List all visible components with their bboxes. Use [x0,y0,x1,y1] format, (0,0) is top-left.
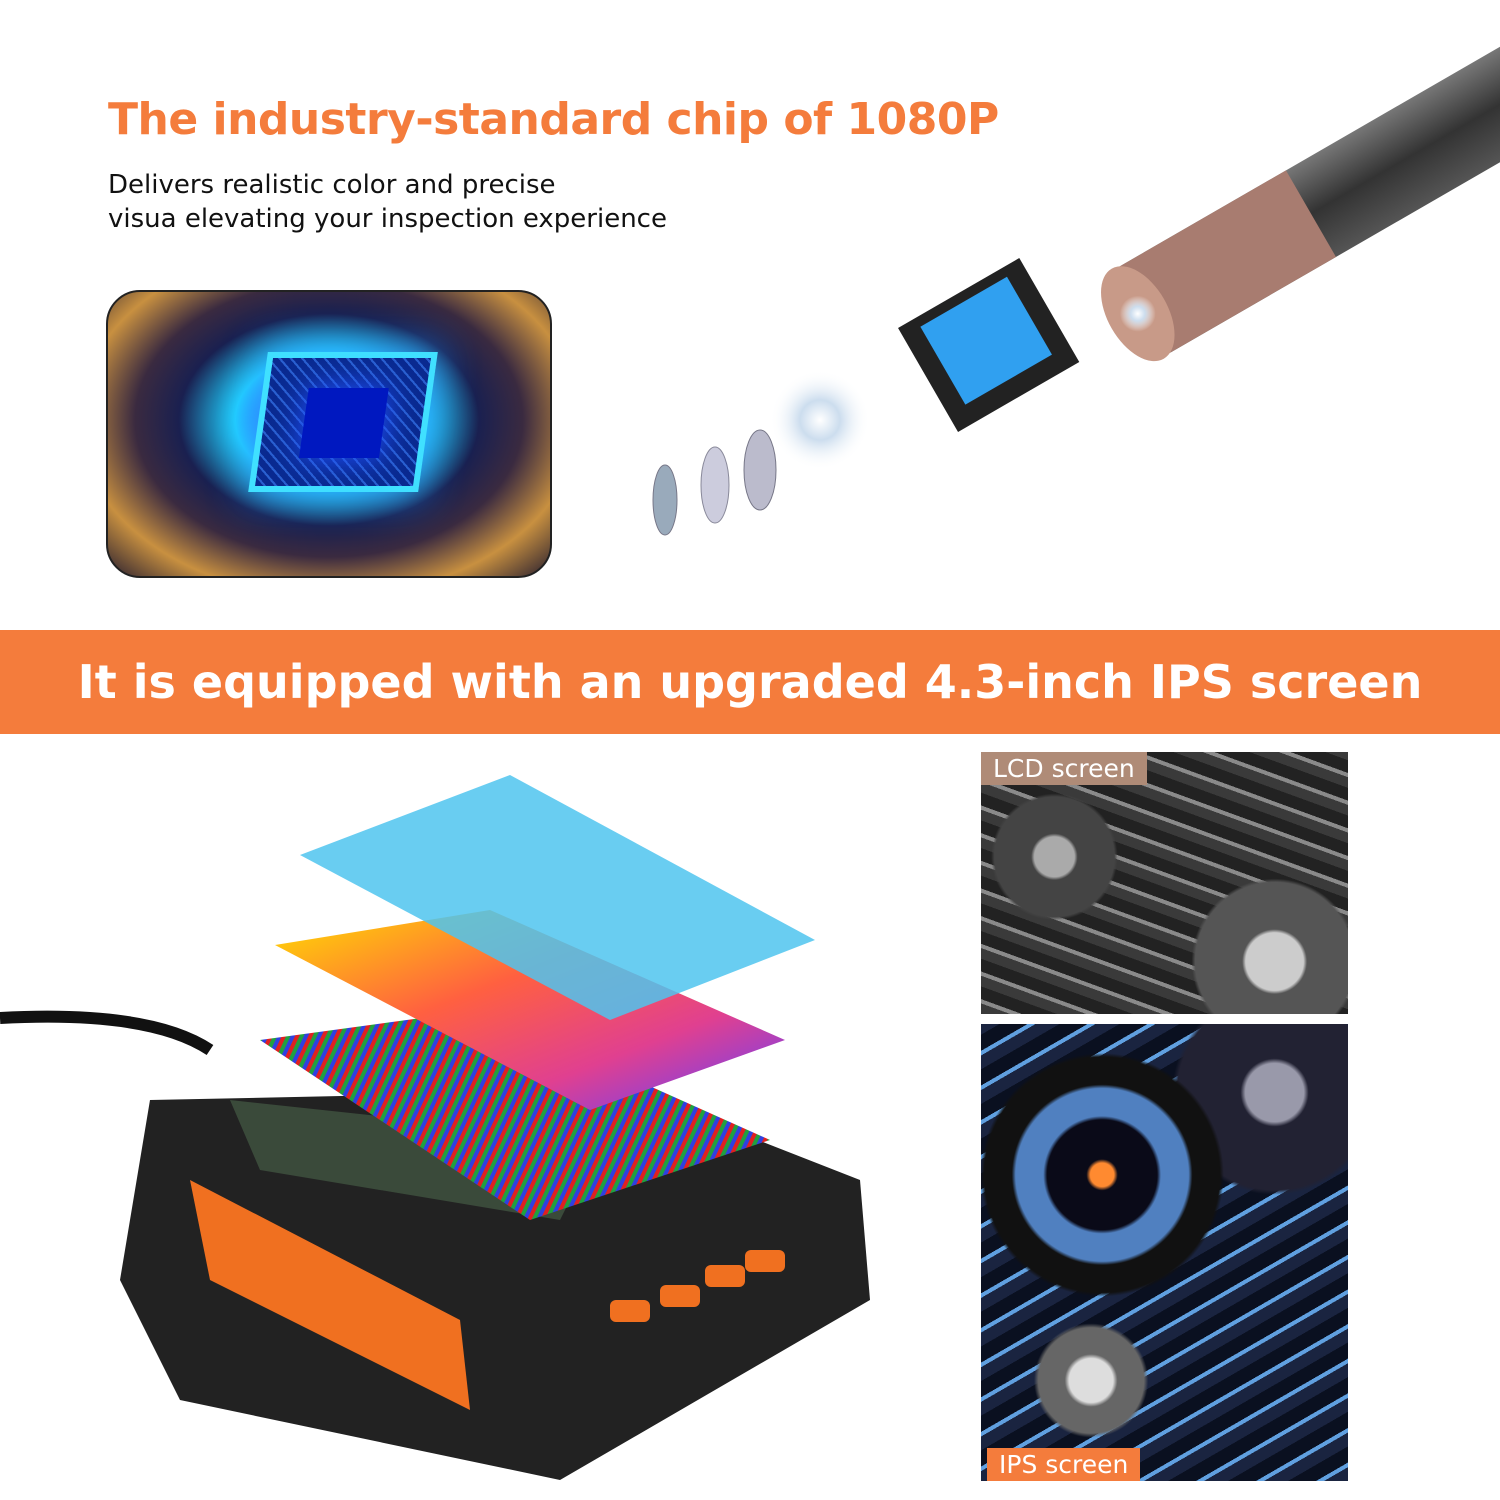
ips-screen-sample: IPS screen [981,1024,1348,1481]
lcd-screen-sample: LCD screen [981,752,1348,1014]
banner-text: It is equipped with an upgraded 4.3-inch… [77,655,1423,709]
lcd-label: LCD screen [981,752,1147,785]
subtext-line: Delivers realistic color and precise [108,170,556,200]
device-exploded-image [0,775,870,1480]
chip-image [106,290,552,578]
banner: It is equipped with an upgraded 4.3-inch… [0,630,1500,734]
subtext: Delivers realistic color and precise vis… [108,168,667,236]
ips-label: IPS screen [987,1448,1141,1481]
heading: The industry-standard chip of 1080P [108,94,999,145]
camera-exploded-image [652,44,1500,536]
subtext-line: visua elevating your inspection experien… [108,204,667,234]
